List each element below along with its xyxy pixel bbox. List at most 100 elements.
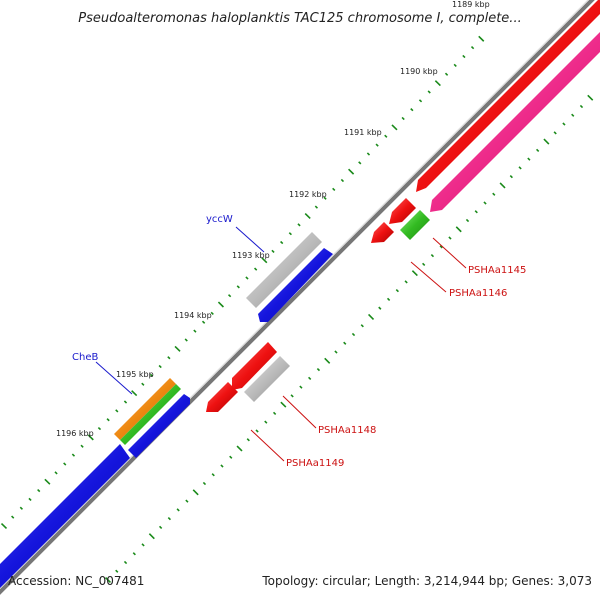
- major-tick-mark: [104, 576, 112, 584]
- minor-tick-mark: [340, 178, 345, 183]
- gene-label-psha1145[interactable]: PSHAa1145: [468, 265, 526, 276]
- minor-tick-mark: [97, 426, 102, 431]
- accession-text: Accession: NC_007481: [8, 574, 145, 588]
- minor-tick-mark: [358, 161, 362, 165]
- gene-label-yccw[interactable]: yccW: [206, 214, 233, 225]
- minor-tick-mark: [255, 429, 259, 433]
- minor-tick-mark: [158, 364, 162, 369]
- minor-tick-mark: [410, 108, 414, 112]
- minor-tick-mark: [418, 99, 423, 103]
- minor-tick-mark: [272, 411, 277, 416]
- minor-tick-mark: [571, 113, 575, 117]
- gene-label-psha1148[interactable]: PSHAa1148: [318, 425, 376, 436]
- minor-tick-mark: [71, 453, 76, 457]
- gene-feature-blue-cheb[interactable]: [128, 394, 190, 458]
- minor-tick-mark: [378, 306, 382, 310]
- minor-tick-mark: [210, 311, 214, 316]
- minor-tick-mark: [553, 131, 557, 135]
- gene-feature-red-small-1[interactable]: [389, 198, 416, 224]
- minor-tick-mark: [395, 289, 399, 293]
- minor-tick-mark: [123, 560, 128, 565]
- major-tick-mark: [324, 357, 331, 364]
- minor-tick-mark: [323, 196, 327, 200]
- minor-tick-mark: [308, 376, 312, 380]
- minor-tick-mark: [245, 276, 249, 280]
- minor-tick-mark: [185, 499, 189, 503]
- outer-dotted-ring: [0, 35, 485, 530]
- minor-tick-mark: [453, 63, 457, 68]
- minor-tick-mark: [193, 329, 197, 333]
- major-tick-mark: [280, 401, 287, 408]
- gene-feature-red-small-2[interactable]: [371, 222, 394, 243]
- tick-label-1192: 1192 kbp: [289, 190, 327, 199]
- major-tick-mark: [131, 390, 138, 397]
- minor-tick-mark: [360, 324, 364, 328]
- major-tick-mark: [261, 257, 268, 264]
- minor-tick-mark: [54, 471, 58, 475]
- gene-labels: yccW CheB PSHAa1145 PSHAa1146 PSHAa1148 …: [72, 214, 526, 469]
- gene-label-cheb[interactable]: CheB: [72, 352, 98, 363]
- map-title: Pseudoalteromonas haloplanktis TAC125 ch…: [78, 11, 522, 26]
- gene-feature-blue-mid[interactable]: [258, 248, 333, 322]
- minor-tick-mark: [297, 223, 301, 227]
- minor-tick-mark: [19, 506, 23, 510]
- minor-tick-mark: [404, 280, 408, 284]
- minor-tick-mark: [316, 367, 321, 372]
- minor-tick-mark: [115, 409, 119, 413]
- minor-tick-mark: [351, 332, 356, 337]
- minor-tick-mark: [176, 508, 180, 512]
- tick-label-1189: 1189 kbp: [452, 0, 490, 9]
- minor-tick-mark: [201, 320, 206, 324]
- gene-feature-gray-mid[interactable]: [244, 356, 290, 402]
- major-tick-mark: [391, 124, 398, 131]
- minor-tick-mark: [184, 338, 188, 342]
- minor-tick-mark: [470, 46, 475, 50]
- minor-tick-mark: [141, 543, 145, 547]
- minor-tick-mark: [37, 488, 41, 493]
- minor-tick-mark: [288, 232, 292, 236]
- minor-tick-mark: [11, 515, 15, 519]
- major-tick-mark: [148, 533, 155, 540]
- gene-feature-gray-yccw[interactable]: [246, 232, 322, 308]
- minor-tick-mark: [280, 240, 284, 245]
- minor-tick-mark: [271, 249, 275, 254]
- tick-label-1191: 1191 kbp: [344, 128, 382, 137]
- minor-tick-mark: [444, 72, 449, 76]
- major-tick-mark: [217, 301, 224, 308]
- minor-tick-mark: [115, 569, 119, 573]
- gene-feature-red-mid-1[interactable]: [232, 342, 277, 390]
- minor-tick-mark: [227, 294, 232, 298]
- minor-tick-mark: [527, 157, 531, 161]
- minor-tick-mark: [465, 218, 470, 223]
- minor-tick-mark: [334, 350, 338, 354]
- gene-feature-green-small[interactable]: [400, 210, 430, 240]
- gene-label-psha1146[interactable]: PSHAa1146: [449, 288, 507, 299]
- label-callouts: [95, 226, 467, 462]
- minor-tick-mark: [106, 418, 110, 422]
- minor-tick-mark: [332, 187, 336, 192]
- minor-tick-mark: [63, 462, 67, 466]
- gene-feature-orange-cheb[interactable]: [114, 378, 176, 440]
- minor-tick-mark: [211, 473, 215, 477]
- minor-tick-mark: [483, 201, 487, 205]
- minor-tick-mark: [427, 90, 431, 94]
- tick-label-1196: 1196 kbp: [56, 429, 94, 438]
- gene-feature-pink-large[interactable]: [430, 20, 600, 212]
- gene-feature-green-cheb[interactable]: [120, 384, 181, 445]
- minor-tick-mark: [430, 253, 435, 258]
- major-tick-mark: [478, 35, 485, 42]
- minor-tick-mark: [386, 297, 391, 302]
- minor-tick-mark: [158, 525, 163, 530]
- minor-tick-mark: [202, 481, 207, 486]
- gene-label-psha1149[interactable]: PSHAa1149: [286, 458, 344, 469]
- minor-tick-mark: [375, 143, 379, 147]
- tick-label-1195: 1195 kbp: [116, 370, 154, 379]
- minor-tick-mark: [167, 516, 172, 521]
- minor-tick-mark: [264, 420, 268, 424]
- gene-feature-blue-long[interactable]: [0, 444, 130, 588]
- gene-feature-red-large[interactable]: [416, 0, 600, 192]
- major-tick-mark: [174, 345, 181, 352]
- gene-feature-red-mid-2[interactable]: [206, 382, 238, 412]
